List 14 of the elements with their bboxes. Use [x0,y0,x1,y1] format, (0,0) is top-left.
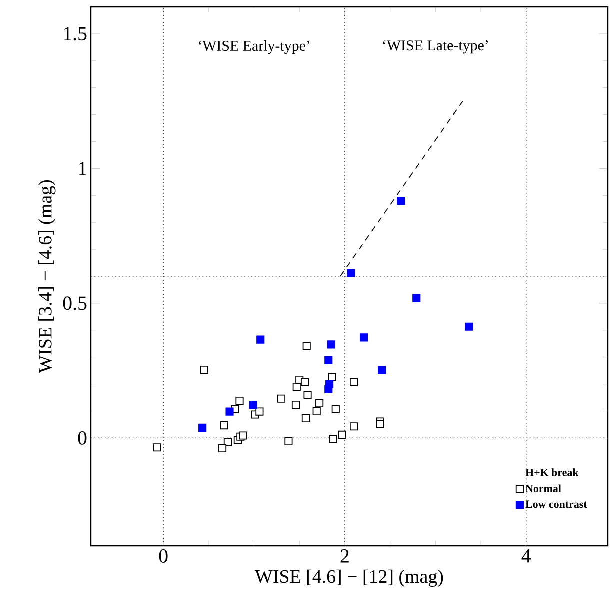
x-tick-label: 2 [340,550,349,563]
annotation: ‘WISE Early-type’ [199,40,310,54]
legend-label: Normal [526,484,562,492]
legend-label: Low contrast [526,500,588,508]
y-tick-label: 0.5 [63,296,87,310]
x-tick-label: 0 [159,550,168,563]
x-tick-label: 4 [522,550,532,563]
legend-title: H+K break [526,468,579,476]
annotation: ‘WISE Late-type’ [383,40,488,54]
y-tick-label: 0 [78,431,87,445]
y-axis-title: WISE [3.4] − [4.6] (mag) [38,180,56,374]
y-tick-label: 1.5 [64,27,87,41]
x-axis-title: WISE [4.6] − [12] (mag) [255,570,444,588]
y-tick-label: 1 [79,162,86,176]
